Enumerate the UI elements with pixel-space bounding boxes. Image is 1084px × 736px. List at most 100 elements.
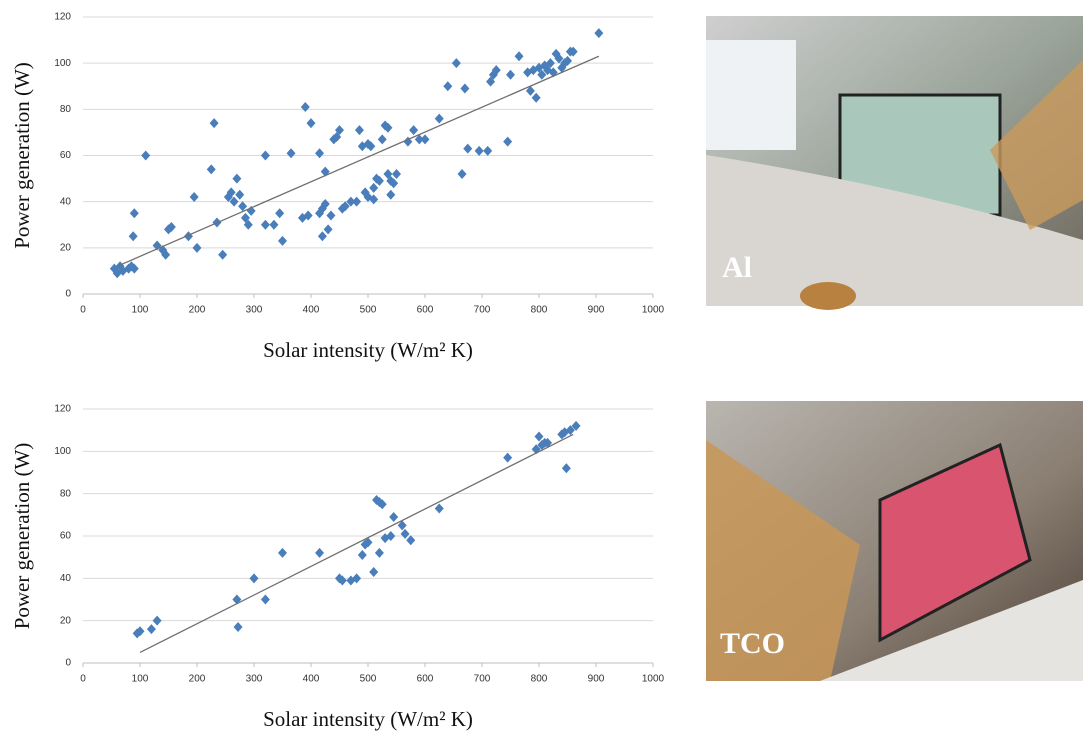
y-tick-label: 100 [54, 58, 71, 69]
y-tick-label: 100 [54, 446, 71, 457]
x-tick-label: 900 [588, 305, 605, 316]
x-tick-label: 500 [360, 674, 377, 685]
scatter-point [443, 81, 452, 91]
x-tick-label: 700 [474, 674, 491, 685]
x-tick-label: 900 [588, 674, 605, 685]
y-tick-label: 60 [60, 150, 72, 161]
scatter-point [301, 102, 310, 112]
y-tick-label: 20 [60, 615, 72, 626]
scatter-point [207, 164, 216, 174]
y-axis-title: Power generation (W) [10, 443, 34, 630]
photo-tco: TCO [706, 401, 1083, 681]
scatter-point [532, 93, 541, 103]
figure: Al TCO 020406080100120010020030040050060… [0, 0, 1084, 731]
x-tick-label: 500 [360, 305, 377, 316]
scatter-point [147, 624, 156, 634]
scatter-point [421, 134, 430, 144]
photo-label: TCO [720, 627, 785, 660]
scatter-point [326, 211, 335, 221]
scatter-point [315, 548, 324, 558]
photo-label: Al [722, 251, 752, 284]
x-tick-label: 100 [132, 305, 149, 316]
scatter-point [190, 192, 199, 202]
y-tick-label: 120 [54, 12, 71, 23]
scatter-point [358, 550, 367, 560]
scatter-point [210, 118, 219, 128]
y-tick-label: 120 [54, 404, 71, 415]
scatter-point [318, 231, 327, 241]
x-axis-title: Solar intensity (W/m² K) [263, 338, 473, 362]
y-tick-label: 60 [60, 531, 72, 542]
x-tick-label: 400 [303, 305, 320, 316]
x-tick-label: 100 [132, 674, 149, 685]
scatter-point [129, 231, 138, 241]
x-tick-label: 400 [303, 674, 320, 685]
scatter-point [375, 548, 384, 558]
scatter-point [503, 453, 512, 463]
photo-al: Al [706, 16, 1083, 310]
scatter-point [409, 125, 418, 135]
scatter-point [261, 151, 270, 161]
scatter-point [261, 595, 270, 605]
scatter-point [307, 118, 316, 128]
scatter-point [278, 548, 287, 558]
scatter-point [475, 146, 484, 156]
x-tick-label: 600 [417, 305, 434, 316]
scatter-point [369, 183, 378, 193]
x-tick-label: 800 [531, 305, 548, 316]
scatter-point [515, 51, 524, 61]
scatter-point [535, 432, 544, 442]
scatter-point [406, 535, 415, 545]
scatter-point [594, 28, 603, 38]
x-tick-label: 300 [246, 674, 263, 685]
scatter-point [389, 512, 398, 522]
scatter-point [287, 148, 296, 158]
page: {"chart_data": [ {"type": "scatter", "x_… [0, 0, 1084, 736]
trendline [117, 56, 599, 266]
y-tick-label: 20 [60, 242, 72, 253]
scatter-point [506, 70, 515, 80]
scatter-point [355, 125, 364, 135]
scatter-point [435, 503, 444, 513]
scatter-point [218, 250, 227, 260]
scatter-point [278, 236, 287, 246]
scatter-point [460, 84, 469, 94]
scatter-point [483, 146, 492, 156]
scatter-point [130, 208, 139, 218]
scatter-point [401, 529, 410, 539]
x-tick-label: 200 [189, 674, 206, 685]
scatter-point [562, 463, 571, 473]
y-tick-label: 0 [65, 289, 71, 300]
x-tick-label: 200 [189, 305, 206, 316]
y-tick-label: 0 [65, 658, 71, 669]
scatter-point [435, 114, 444, 124]
y-axis-title: Power generation (W) [10, 62, 34, 249]
scatter-point [378, 134, 387, 144]
scatter-point [369, 567, 378, 577]
scatter-point [324, 224, 333, 234]
x-tick-label: 300 [246, 305, 263, 316]
scatter-point [392, 169, 401, 179]
y-tick-label: 40 [60, 573, 72, 584]
x-tick-label: 1000 [642, 674, 665, 685]
scatter-point [234, 622, 243, 632]
y-tick-label: 80 [60, 488, 72, 499]
scatter-point [458, 169, 467, 179]
scatter-point [463, 144, 472, 154]
x-tick-label: 700 [474, 305, 491, 316]
scatter-point [386, 190, 395, 200]
scatter-point [141, 151, 150, 161]
x-axis-title: Solar intensity (W/m² K) [263, 707, 473, 731]
scatter-point [315, 148, 324, 158]
scatter-point [269, 220, 278, 230]
scatter-point [232, 174, 241, 184]
scatter-point [452, 58, 461, 68]
x-tick-label: 1000 [642, 305, 665, 316]
scatter-point [503, 137, 512, 147]
scatter-point [153, 616, 162, 626]
trendline [140, 434, 573, 652]
scatter-point [275, 208, 284, 218]
y-tick-label: 80 [60, 104, 72, 115]
x-tick-label: 0 [80, 674, 86, 685]
scatter-point [352, 197, 361, 207]
